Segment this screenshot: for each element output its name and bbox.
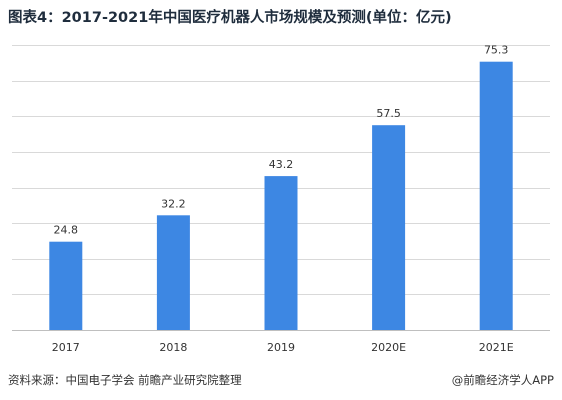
bar-2020E [372, 125, 406, 330]
bar-2018 [156, 215, 190, 330]
value-label-2021E: 75.3 [484, 44, 509, 57]
chart-title: 图表4：2017-2021年中国医疗机器人市场规模及预测(单位：亿元) [8, 10, 452, 26]
value-label-2017: 24.8 [54, 224, 79, 237]
x-tick-label-2020E: 2020E [371, 341, 406, 354]
value-label-2018: 32.2 [161, 197, 186, 210]
value-label-2020E: 57.5 [376, 107, 401, 120]
x-tick-label-2019: 2019 [267, 341, 295, 354]
source-note: 资料来源：中国电子学会 前瞻产业研究院整理 [8, 373, 242, 387]
value-label-2019: 43.2 [269, 158, 294, 171]
bar-2019 [264, 176, 298, 330]
bars [49, 61, 513, 330]
value-labels: 24.8 32.2 43.2 57.5 75.3 [54, 44, 509, 237]
x-axis-ticks: 2017 2018 2019 2020E 2021E [52, 341, 514, 354]
x-tick-label-2018: 2018 [159, 341, 187, 354]
x-tick-label-2021E: 2021E [479, 341, 514, 354]
brand-credit: @前瞻经济学人APP [451, 373, 554, 387]
bar-2021E [479, 61, 513, 330]
bar-2017 [49, 241, 83, 330]
x-tick-label-2017: 2017 [52, 341, 80, 354]
